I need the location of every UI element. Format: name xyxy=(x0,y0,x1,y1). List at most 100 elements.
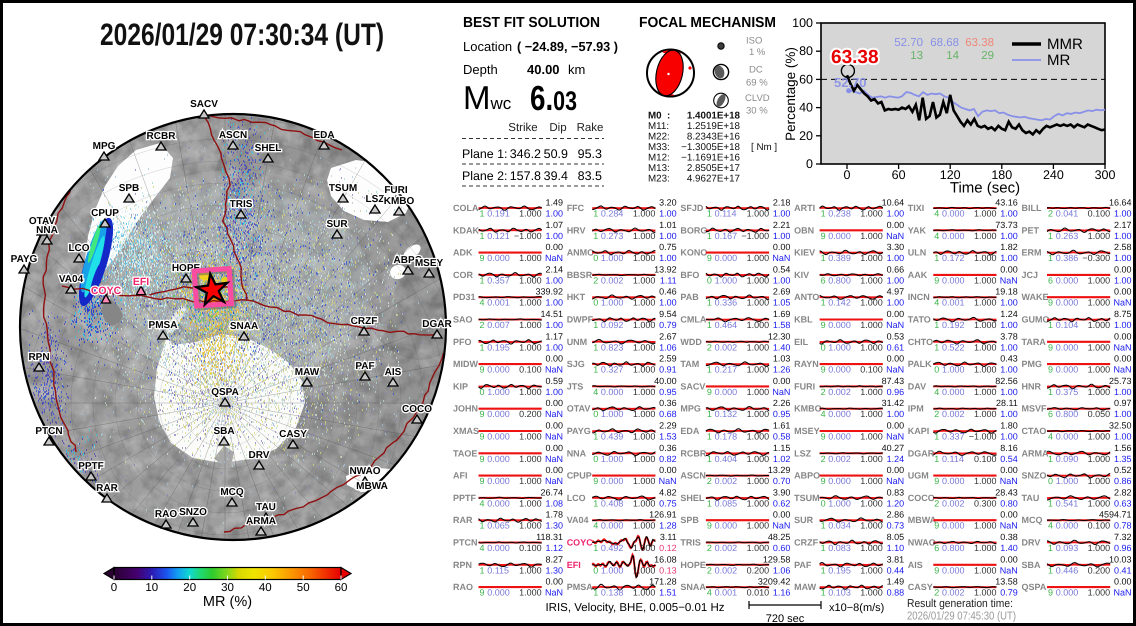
svg-text:COCO: COCO xyxy=(402,404,432,415)
svg-text:IRIS, Velocity, BHE, 0.005−: IRIS, Velocity, BHE, 0.005−0.01 Hz xyxy=(545,602,724,614)
svg-text:TAM: TAM xyxy=(680,359,699,369)
svg-text:M23:: M23: xyxy=(648,174,670,185)
svg-text:1.00: 1.00 xyxy=(773,209,791,219)
svg-text:MR: MR xyxy=(1047,52,1070,69)
svg-text:0.200: 0.200 xyxy=(747,565,770,575)
svg-text:0.95: 0.95 xyxy=(659,387,677,397)
svg-text:0.090: 0.090 xyxy=(1056,454,1079,464)
svg-text:2: 2 xyxy=(821,454,826,464)
svg-text:1.000: 1.000 xyxy=(633,387,656,397)
svg-text:9: 9 xyxy=(1048,298,1053,308)
svg-text:1: 1 xyxy=(593,365,598,375)
svg-text:1.000: 1.000 xyxy=(519,275,542,285)
svg-text:0.000: 0.000 xyxy=(487,498,510,508)
svg-text:0: 0 xyxy=(934,365,939,375)
svg-text:−1.1691E+16: −1.1691E+16 xyxy=(681,153,740,164)
svg-text:0.000: 0.000 xyxy=(942,231,965,241)
svg-text:9: 9 xyxy=(934,565,939,575)
svg-text:1.000: 1.000 xyxy=(633,209,656,219)
svg-text:0.000: 0.000 xyxy=(828,231,851,241)
svg-text:1.00: 1.00 xyxy=(545,231,563,241)
svg-text:PAF: PAF xyxy=(794,560,812,570)
svg-text:PTCN: PTCN xyxy=(35,426,62,437)
svg-text:0.002: 0.002 xyxy=(942,498,965,508)
svg-text:VA04: VA04 xyxy=(567,515,589,525)
svg-text:0: 0 xyxy=(707,275,712,285)
svg-text:NNA: NNA xyxy=(567,448,587,458)
svg-text:3.11: 3.11 xyxy=(660,532,677,542)
svg-text:1.17: 1.17 xyxy=(545,331,563,341)
svg-text:43.16: 43.16 xyxy=(995,198,1018,208)
svg-text:1: 1 xyxy=(707,432,712,442)
svg-text:0.000: 0.000 xyxy=(1056,342,1079,352)
svg-text:39.4: 39.4 xyxy=(544,169,568,183)
svg-text:NaN: NaN xyxy=(545,588,563,598)
svg-text:0: 0 xyxy=(806,157,813,171)
svg-text:0.103: 0.103 xyxy=(828,588,851,598)
svg-text:0.000: 0.000 xyxy=(487,253,510,263)
svg-text:MSVF: MSVF xyxy=(1022,404,1048,414)
svg-text:NaN: NaN xyxy=(772,387,790,397)
svg-text:100: 100 xyxy=(792,16,813,30)
svg-text:0.000: 0.000 xyxy=(942,476,965,486)
svg-text:1.00: 1.00 xyxy=(1114,209,1132,219)
svg-text:1.000: 1.000 xyxy=(974,209,997,219)
svg-text:1: 1 xyxy=(934,454,939,464)
svg-text:0.00: 0.00 xyxy=(545,354,563,364)
svg-text:4: 4 xyxy=(593,521,598,531)
svg-text:QSPA: QSPA xyxy=(1022,582,1047,592)
svg-text:0.172: 0.172 xyxy=(942,253,965,263)
svg-text:SUR: SUR xyxy=(326,219,348,230)
svg-text:DC: DC xyxy=(749,65,763,76)
svg-text:0.95: 0.95 xyxy=(773,409,791,419)
svg-text:OTAV: OTAV xyxy=(567,404,591,414)
svg-text:0.083: 0.083 xyxy=(828,543,851,553)
svg-text:0.000: 0.000 xyxy=(715,387,738,397)
svg-text:1.000: 1.000 xyxy=(601,565,624,575)
svg-text:0.034: 0.034 xyxy=(828,521,851,531)
svg-text:1.000: 1.000 xyxy=(519,521,542,531)
svg-text:−0.300: −0.300 xyxy=(1082,253,1110,263)
svg-text:10.03: 10.03 xyxy=(1109,554,1132,564)
svg-text:1.000: 1.000 xyxy=(1088,432,1111,442)
svg-text:1.15: 1.15 xyxy=(773,443,791,453)
svg-text:NaN: NaN xyxy=(772,521,790,531)
svg-text:9: 9 xyxy=(1048,588,1053,598)
svg-text:0.200: 0.200 xyxy=(1088,565,1111,575)
svg-text:SJG: SJG xyxy=(567,359,585,369)
svg-text:9: 9 xyxy=(480,476,485,486)
svg-text:1.00: 1.00 xyxy=(659,298,677,308)
svg-text:9: 9 xyxy=(934,275,939,285)
svg-text:0.050: 0.050 xyxy=(1088,409,1111,419)
svg-text:MCQ: MCQ xyxy=(1022,515,1043,525)
svg-text:ULN: ULN xyxy=(908,248,927,258)
svg-text:1.06: 1.06 xyxy=(773,565,791,575)
svg-text:2: 2 xyxy=(1048,209,1053,219)
svg-text:20: 20 xyxy=(183,582,196,594)
svg-text:QSPA: QSPA xyxy=(211,387,239,398)
svg-text:0.002: 0.002 xyxy=(715,565,738,575)
svg-text:PMSA: PMSA xyxy=(149,320,178,331)
svg-text:1: 1 xyxy=(480,209,485,219)
svg-text:0.96: 0.96 xyxy=(887,387,905,397)
svg-text:1.000: 1.000 xyxy=(747,365,770,375)
svg-text:13.29: 13.29 xyxy=(768,465,791,475)
svg-text:WAKE: WAKE xyxy=(1022,292,1049,302)
svg-text:0.79: 0.79 xyxy=(659,320,677,330)
svg-text:0.00: 0.00 xyxy=(1114,354,1132,364)
svg-text:25.73: 25.73 xyxy=(1109,376,1132,386)
svg-text:1.11: 1.11 xyxy=(660,275,677,285)
svg-text:COLA: COLA xyxy=(453,203,479,213)
svg-text:9: 9 xyxy=(480,253,485,263)
svg-text:2.86: 2.86 xyxy=(887,510,905,520)
svg-text:0.000: 0.000 xyxy=(1056,432,1079,442)
svg-text:0.44: 0.44 xyxy=(887,565,905,575)
svg-text:MMR: MMR xyxy=(1047,36,1083,53)
svg-text:0.53: 0.53 xyxy=(887,331,905,341)
svg-text:10: 10 xyxy=(145,582,158,594)
svg-text:0.002: 0.002 xyxy=(715,543,738,553)
svg-text:6: 6 xyxy=(934,543,939,553)
svg-text:M12:: M12: xyxy=(648,153,670,164)
svg-text:1.000: 1.000 xyxy=(974,476,997,486)
svg-text:1.000: 1.000 xyxy=(860,498,883,508)
